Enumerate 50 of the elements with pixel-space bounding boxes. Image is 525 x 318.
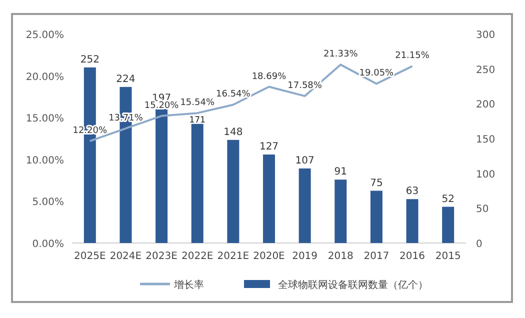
y2-tick-label: 50	[476, 204, 489, 216]
data-label: 75	[370, 178, 383, 189]
y2-tick-label: 150	[476, 134, 496, 146]
data-label: 21.15%	[395, 51, 430, 62]
legend-label: 增长率	[173, 279, 204, 291]
data-label: 91	[334, 166, 348, 178]
y-tick-label: 25.00%	[26, 30, 64, 41]
data-label: 18.69%	[252, 72, 287, 82]
y2-tick-label: 0	[476, 239, 482, 250]
data-label: 127	[259, 142, 279, 153]
x-tick-label: 2021E	[217, 251, 250, 262]
x-tick-label: 2019	[292, 251, 318, 262]
x-tick-label: 2025E	[74, 251, 106, 262]
x-tick-label: 2017	[364, 251, 390, 262]
y-tick-label: 5.00%	[32, 197, 64, 208]
data-label: 19.05%	[359, 68, 394, 79]
data-label: 21.33%	[323, 50, 358, 60]
data-label: 52	[442, 194, 454, 205]
y2-tick-label: 200	[476, 100, 496, 111]
bar	[334, 180, 347, 243]
bar	[227, 140, 240, 243]
bar	[406, 199, 418, 243]
x-tick-label: 2018	[328, 251, 354, 262]
y2-tick-label: 100	[476, 169, 496, 180]
x-tick-label: 2023E	[146, 251, 178, 262]
bar	[298, 168, 311, 243]
data-label: 148	[224, 126, 243, 138]
data-label: 16.54%	[216, 90, 251, 100]
data-label: 224	[116, 74, 136, 85]
y2-tick-label: 250	[476, 64, 496, 76]
y-tick-label: 15.00%	[26, 114, 64, 125]
bar	[191, 124, 204, 243]
x-tick-label: 2024E	[110, 251, 142, 262]
y-tick-label: 20.00%	[26, 72, 64, 83]
x-tick-label: 2020E	[253, 251, 285, 262]
legend-label: 全球物联网设备联网数量（亿个）	[278, 279, 428, 291]
data-label: 252	[80, 54, 100, 66]
x-tick-label: 2015	[435, 251, 461, 262]
data-label: 63	[406, 186, 419, 198]
data-label: 107	[295, 155, 314, 166]
bar	[263, 154, 275, 243]
y-tick-label: 0.00%	[32, 239, 64, 250]
y2-tick-label: 300	[476, 30, 496, 41]
data-label: 15.54%	[180, 98, 215, 108]
bar	[442, 206, 454, 243]
x-tick-label: 2016	[400, 251, 425, 262]
bar	[370, 190, 382, 243]
y-tick-label: 10.00%	[26, 155, 64, 166]
x-tick-label: 2022E	[181, 251, 214, 262]
data-label: 171	[189, 115, 206, 126]
